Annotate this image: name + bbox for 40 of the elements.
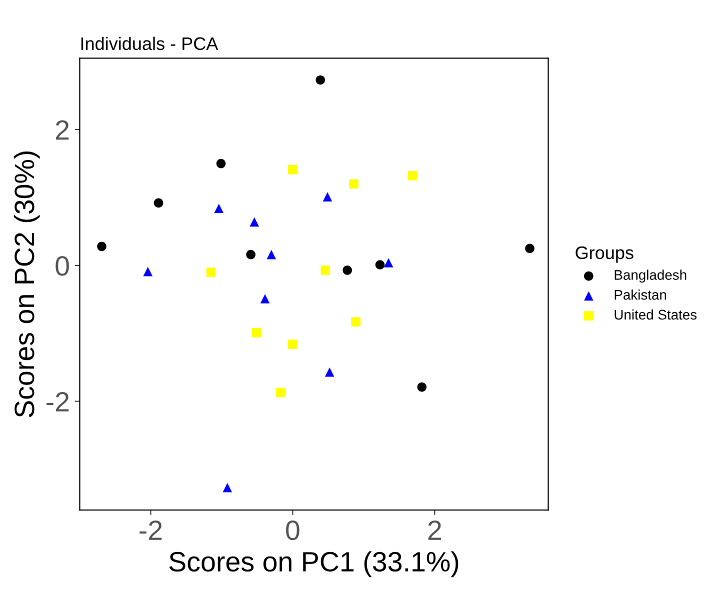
x-tick-label: 2 [428, 520, 441, 540]
point [288, 340, 298, 349]
point [525, 244, 534, 254]
x-tick-label: 0 [286, 520, 300, 540]
y-axis-title: Scores on PC2 (30%) [14, 152, 40, 418]
point [250, 217, 260, 227]
point [322, 192, 332, 202]
point [266, 250, 276, 260]
point [246, 250, 256, 260]
point [143, 266, 153, 276]
legend-title: Groups [576, 246, 634, 263]
legend-label: Bangladesh [614, 270, 686, 283]
legend-label: Pakistan [614, 290, 666, 300]
point [288, 164, 298, 174]
point [260, 294, 270, 304]
point [154, 198, 164, 208]
point [252, 328, 262, 338]
y-tick-label: 2 [56, 120, 69, 140]
legend-label: United States [614, 309, 697, 320]
point [216, 158, 226, 168]
chart-title: Individuals - PCA [81, 36, 218, 50]
point [320, 266, 330, 275]
point [97, 242, 106, 252]
point [375, 260, 385, 270]
x-axis-title: Scores on PC1 (33.1%) [169, 551, 458, 578]
point [276, 388, 286, 398]
point [316, 75, 326, 85]
point [222, 482, 232, 492]
point [349, 179, 358, 189]
point [342, 266, 352, 275]
point [384, 258, 394, 268]
point [351, 317, 361, 326]
y-tick-label: -2 [46, 392, 69, 412]
y-tick-label: 0 [56, 256, 69, 276]
point [324, 367, 334, 377]
point [408, 171, 418, 180]
point [417, 382, 427, 392]
x-tick-label: -2 [140, 520, 162, 540]
point [214, 204, 224, 214]
point [206, 268, 216, 277]
